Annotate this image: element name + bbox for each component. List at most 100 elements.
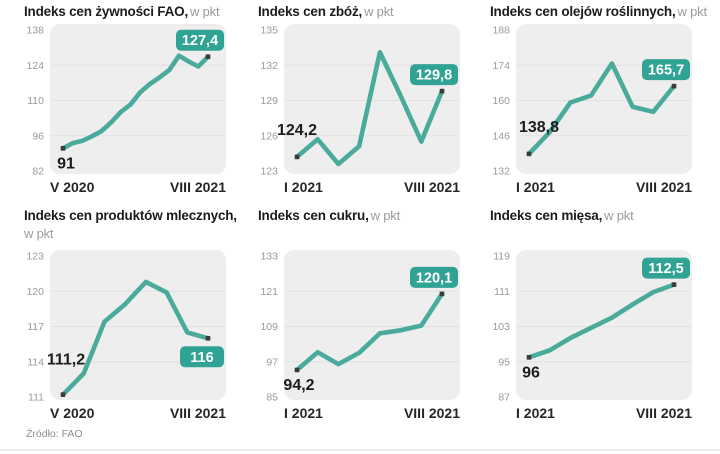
line-chart-dairy: 111 114 117 120 123 V 2020 VIII 2021 111,2 116 <box>26 250 226 421</box>
chart-title-unit: w pkt <box>604 208 634 223</box>
x-axis-start-label: I 2021 <box>516 179 555 195</box>
end-value-badge <box>642 59 690 81</box>
chart-title: Indeks cen mięsa, w pkt <box>490 208 718 248</box>
line-chart-meat: 87 95 103 111 119 I 2021 VIII 2021 96 112,5 <box>492 250 692 421</box>
x-axis-start-label: I 2021 <box>516 405 555 421</box>
y-tick-label: 111 <box>28 392 44 404</box>
y-tick-label: 160 <box>492 95 510 107</box>
y-tick-label: 119 <box>493 251 510 263</box>
chart-title-text: Indeks cen olejów roślinnych, <box>490 4 676 19</box>
x-axis-end-label: VIII 2021 <box>404 405 460 421</box>
y-tick-label: 123 <box>260 166 278 178</box>
start-value-label: 138,8 <box>519 119 559 136</box>
chart-title-unit: w pkt <box>677 4 708 19</box>
x-axis-start-label: I 2021 <box>284 179 323 195</box>
series-line <box>60 53 211 151</box>
start-point-marker <box>526 355 532 360</box>
y-tick-label: 124 <box>26 60 44 72</box>
x-axis-start-label: V 2020 <box>50 179 95 195</box>
chart-card-meat: Indeks cen mięsa, w pkt 87 95 103 111 119 I 20… <box>468 208 718 426</box>
y-tick-label: 146 <box>492 130 510 142</box>
end-value-badge-label: 112,5 <box>648 261 684 277</box>
y-tick-label: 110 <box>27 95 44 107</box>
y-tick-label: 111 <box>494 286 510 298</box>
start-point-marker <box>294 367 300 373</box>
chart-title-text: Indeks cen zbóż, <box>258 4 363 19</box>
bottom-divider <box>0 449 720 451</box>
x-axis-end-label: VIII 2021 <box>636 405 692 421</box>
chart-card-cereals: Indeks cen zbóż, w pkt 123 126 129 132 135 I 2… <box>236 4 486 200</box>
chart-card-sugar: Indeks cen cukru, w pkt 85 97 109 121 133 I 20… <box>236 208 486 426</box>
chart-title: Indeks cen cukru, w pkt <box>258 208 486 248</box>
x-axis-end-label: VIII 2021 <box>404 179 460 195</box>
chart-title: Indeks cen zbóż, w pkt <box>258 4 486 22</box>
line-chart-vegetable-oils: 132 146 160 174 188 I 2021 VIII 2021 138,8 165,7 <box>492 24 692 195</box>
plot-background <box>50 250 226 400</box>
start-point-marker <box>60 392 66 397</box>
start-value-label: 96 <box>522 364 540 381</box>
y-tick-label: 109 <box>260 321 278 333</box>
end-value-badge <box>176 29 224 51</box>
x-axis-end-label: VIII 2021 <box>170 405 226 421</box>
end-value-badge-label: 127,4 <box>182 33 218 49</box>
chart-title-unit: w pkt <box>24 226 54 241</box>
series-line <box>294 291 445 373</box>
chart-card-food-index: Indeks cen żywności FAO, w pkt 82 96 110 124… <box>2 4 252 200</box>
y-tick-label: 133 <box>260 251 278 263</box>
end-value-badge-label: 129,8 <box>416 68 452 84</box>
y-tick-label: 132 <box>492 166 510 178</box>
chart-title-text: Indeks cen mięsa, <box>490 208 603 223</box>
chart-title-unit: w pkt <box>190 4 220 19</box>
chart-title-unit: w pkt <box>364 4 394 19</box>
start-point-marker <box>294 154 300 160</box>
plot-background <box>516 250 692 400</box>
start-value-label: 91 <box>57 155 75 172</box>
end-point-marker <box>205 54 211 59</box>
chart-title-text: Indeks cen cukru, <box>258 208 369 223</box>
y-tick-label: 103 <box>492 321 510 333</box>
y-tick-label: 126 <box>260 130 278 142</box>
y-tick-label: 188 <box>492 25 510 37</box>
end-point-marker <box>671 282 677 287</box>
line-chart-sugar: 85 97 109 121 133 I 2021 VIII 2021 94,2 120,1 <box>260 250 460 421</box>
start-value-label: 94,2 <box>283 377 314 394</box>
x-axis-start-label: V 2020 <box>50 405 95 421</box>
y-tick-label: 114 <box>27 356 44 368</box>
chart-title: Indeks cen produktów mlecznych, w pkt <box>24 208 252 248</box>
end-point-marker <box>205 335 211 341</box>
y-tick-label: 120 <box>26 286 44 298</box>
series-line <box>294 49 445 167</box>
chart-title-text: Indeks cen żywności FAO, <box>24 4 189 19</box>
series-line <box>526 282 677 360</box>
y-tick-label: 82 <box>32 166 44 178</box>
end-point-marker <box>671 83 677 89</box>
y-tick-label: 117 <box>27 321 44 333</box>
end-value-badge-label: 165,7 <box>648 63 684 79</box>
source-note: Źródło: FAO <box>26 428 83 440</box>
y-tick-label: 132 <box>260 60 278 72</box>
chart-title-text: Indeks cen produktów mlecznych, <box>24 208 237 223</box>
plot-background <box>284 24 460 174</box>
end-value-badge <box>410 266 458 288</box>
y-tick-label: 97 <box>266 356 278 368</box>
x-axis-end-label: VIII 2021 <box>170 179 226 195</box>
x-axis-end-label: VIII 2021 <box>636 179 692 195</box>
line-chart-food-index: 82 96 110 124 138 V 2020 VIII 2021 91 127,4 <box>26 24 226 195</box>
chart-title: Indeks cen olejów roślinnych, w pkt <box>490 4 718 22</box>
y-tick-label: 135 <box>260 25 278 37</box>
y-tick-label: 129 <box>260 95 278 107</box>
chart-card-dairy: Indeks cen produktów mlecznych, w pkt 111… <box>2 208 252 426</box>
start-value-label: 111,2 <box>47 352 85 369</box>
y-tick-label: 87 <box>498 392 510 404</box>
end-value-badge <box>642 257 690 279</box>
end-value-badge <box>180 346 224 368</box>
y-tick-label: 95 <box>498 356 510 368</box>
end-value-badge-label: 120,1 <box>416 270 452 286</box>
start-point-marker <box>526 151 532 157</box>
x-axis-start-label: I 2021 <box>284 405 323 421</box>
end-point-marker <box>439 291 445 297</box>
start-point-marker <box>60 146 66 151</box>
series-line <box>526 61 677 157</box>
chart-card-vegetable-oils: Indeks cen olejów roślinnych, w pkt 132 14… <box>468 4 718 200</box>
